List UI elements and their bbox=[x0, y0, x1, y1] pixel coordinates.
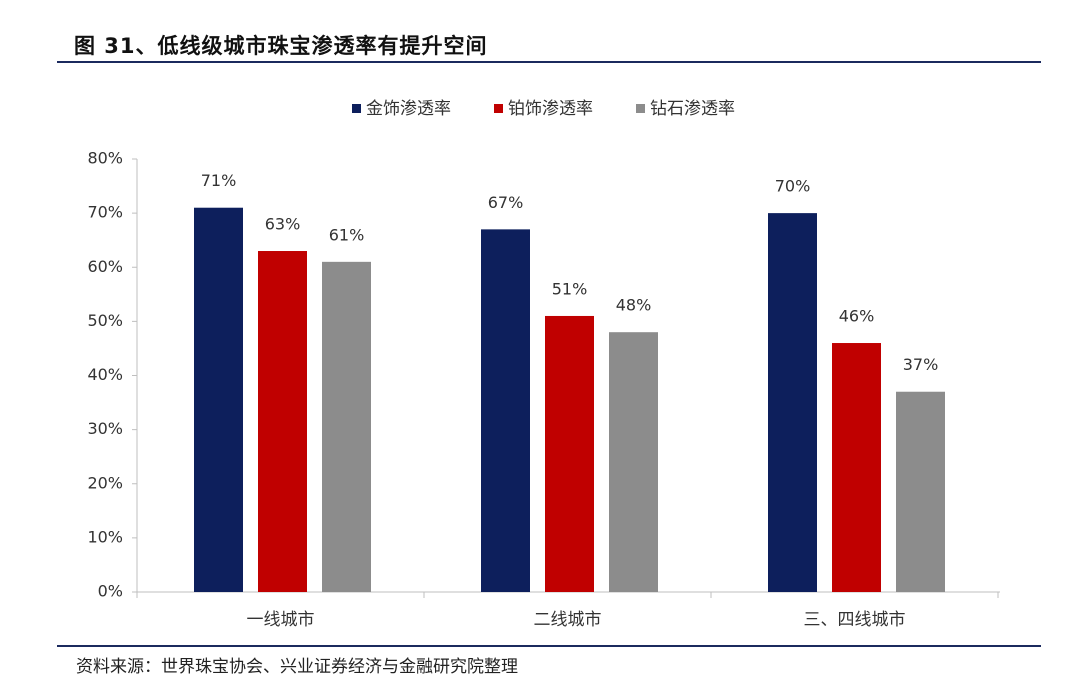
y-tick-label: 80% bbox=[87, 149, 123, 168]
bar bbox=[896, 391, 945, 592]
bar bbox=[258, 251, 307, 592]
figure-title: 图 31、低线级城市珠宝渗透率有提升空间 bbox=[74, 34, 488, 58]
x-category-label: 二线城市 bbox=[534, 610, 602, 630]
data-label: 67% bbox=[488, 193, 524, 212]
data-label: 61% bbox=[329, 225, 365, 244]
data-label: 37% bbox=[903, 355, 939, 374]
data-label: 51% bbox=[552, 279, 588, 298]
y-tick-label: 60% bbox=[87, 257, 123, 276]
legend-swatch bbox=[636, 104, 645, 113]
data-label: 46% bbox=[839, 307, 875, 326]
bar bbox=[481, 229, 530, 593]
y-tick-label: 10% bbox=[87, 527, 123, 546]
bar bbox=[609, 332, 658, 592]
bar bbox=[322, 261, 371, 592]
y-tick-label: 40% bbox=[87, 365, 123, 384]
y-tick-label: 50% bbox=[87, 311, 123, 330]
legend-label: 钻石渗透率 bbox=[650, 99, 735, 119]
bar bbox=[545, 315, 594, 592]
bar bbox=[832, 343, 881, 592]
legend-label: 铂饰渗透率 bbox=[508, 99, 593, 119]
y-tick-label: 30% bbox=[87, 419, 123, 438]
y-tick-label: 70% bbox=[87, 203, 123, 222]
source-divider bbox=[57, 645, 1041, 647]
data-label: 71% bbox=[201, 171, 237, 190]
data-label: 70% bbox=[775, 177, 811, 196]
legend-label: 金饰渗透率 bbox=[366, 99, 451, 119]
bar bbox=[768, 213, 817, 592]
y-tick-label: 20% bbox=[87, 473, 123, 492]
x-category-label: 一线城市 bbox=[247, 610, 315, 630]
data-label: 63% bbox=[265, 215, 301, 234]
y-tick-label: 0% bbox=[98, 582, 123, 601]
source-note: 资料来源：世界珠宝协会、兴业证券经济与金融研究院整理 bbox=[76, 657, 518, 677]
legend-swatch bbox=[352, 104, 361, 113]
bar bbox=[194, 207, 243, 592]
legend-swatch bbox=[494, 104, 503, 113]
title-divider bbox=[57, 61, 1041, 63]
x-category-label: 三、四线城市 bbox=[804, 610, 906, 630]
data-label: 48% bbox=[616, 296, 652, 315]
